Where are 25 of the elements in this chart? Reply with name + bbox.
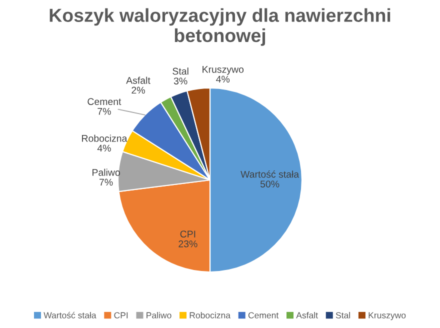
data-label: 7% <box>98 108 111 115</box>
legend-label: Kruszywo <box>368 312 406 320</box>
slice-label: Asfalt <box>126 76 150 84</box>
data-label: 7% <box>100 178 113 186</box>
slice-label: Stal <box>172 68 188 75</box>
chart-title: Koszyk waloryzacyjny dla nawierzchni betonowej <box>50 8 390 46</box>
legend-label: Wartość stała <box>44 312 96 318</box>
legend-label: Stal <box>336 312 350 318</box>
data-label: 4% <box>216 76 230 83</box>
slice-label: CPI <box>180 230 196 238</box>
slice-label: Paliwo <box>92 168 120 176</box>
legend-label: Cement <box>248 312 279 318</box>
data-label: 3% <box>174 78 188 84</box>
legend-label: CPI <box>114 312 128 318</box>
slice-label: Cement <box>88 98 122 106</box>
data-label: 4% <box>97 144 111 152</box>
data-label: 2% <box>132 86 145 94</box>
legend-label: Asfalt <box>296 312 318 318</box>
slice-label: Kruszywo <box>202 66 244 75</box>
data-label: 23% <box>178 240 198 248</box>
data-label: 50% <box>260 180 280 188</box>
slice-label: Wartość stała <box>240 170 300 178</box>
legend-label: Paliwo <box>146 312 172 318</box>
legend-label: Robocizna <box>190 312 230 318</box>
slice-label: Robocizna <box>82 134 128 142</box>
